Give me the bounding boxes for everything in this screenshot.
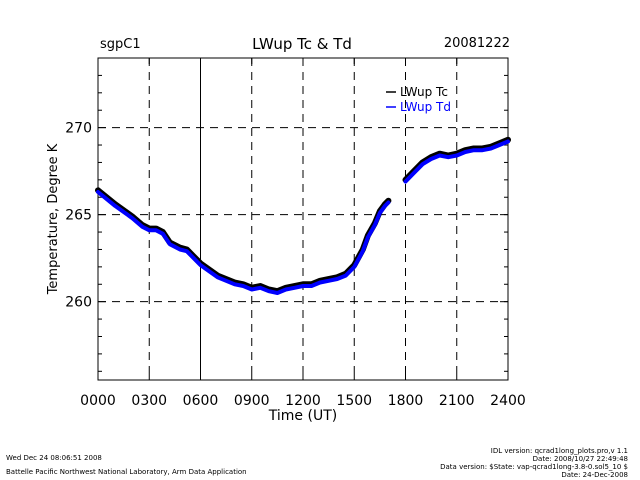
y-axis-label: Temperature, Degree K: [46, 143, 61, 295]
series-line: [96, 190, 391, 295]
footer-file-date: Date: 2008/10/27 22:49:48: [532, 455, 628, 463]
x-tick-label: 0600: [183, 393, 219, 409]
legend-label: LWup Tc: [400, 85, 448, 99]
x-tick-label: 1200: [285, 393, 321, 409]
x-tick-label: 2100: [439, 393, 475, 409]
footer-lab: Battelle Pacific Northwest National Labo…: [6, 468, 247, 476]
site-label: sgpC1: [100, 37, 141, 52]
series-line: [403, 139, 510, 184]
x-tick-label: 0900: [234, 393, 270, 409]
footer-timestamp: Wed Dec 24 08:06:51 2008: [6, 454, 102, 462]
x-tick-label: 0300: [131, 393, 167, 409]
footer-data-version: Data version: $State: vap-qcrad1long-3.8…: [440, 463, 628, 471]
y-tick-label: 260: [65, 295, 92, 311]
x-tick-label: 2400: [490, 393, 526, 409]
y-tick-label: 265: [65, 208, 92, 224]
x-tick-label: 1800: [388, 393, 424, 409]
x-axis-label: Time (UT): [268, 408, 337, 424]
plot-frame: [97, 57, 509, 381]
footer-run-date: Date: 24-Dec-2008: [561, 471, 628, 479]
x-tick-label: 0000: [80, 393, 116, 409]
footer-idl-version: IDL version: qcrad1long_plots.pro,v 1.1: [490, 447, 628, 455]
x-tick-label: 1500: [336, 393, 372, 409]
chart-title: LWup Tc & Td: [252, 35, 352, 53]
date-label: 20081222: [443, 36, 510, 51]
legend-label: LWup Td: [400, 100, 451, 114]
y-tick-label: 270: [65, 121, 92, 137]
